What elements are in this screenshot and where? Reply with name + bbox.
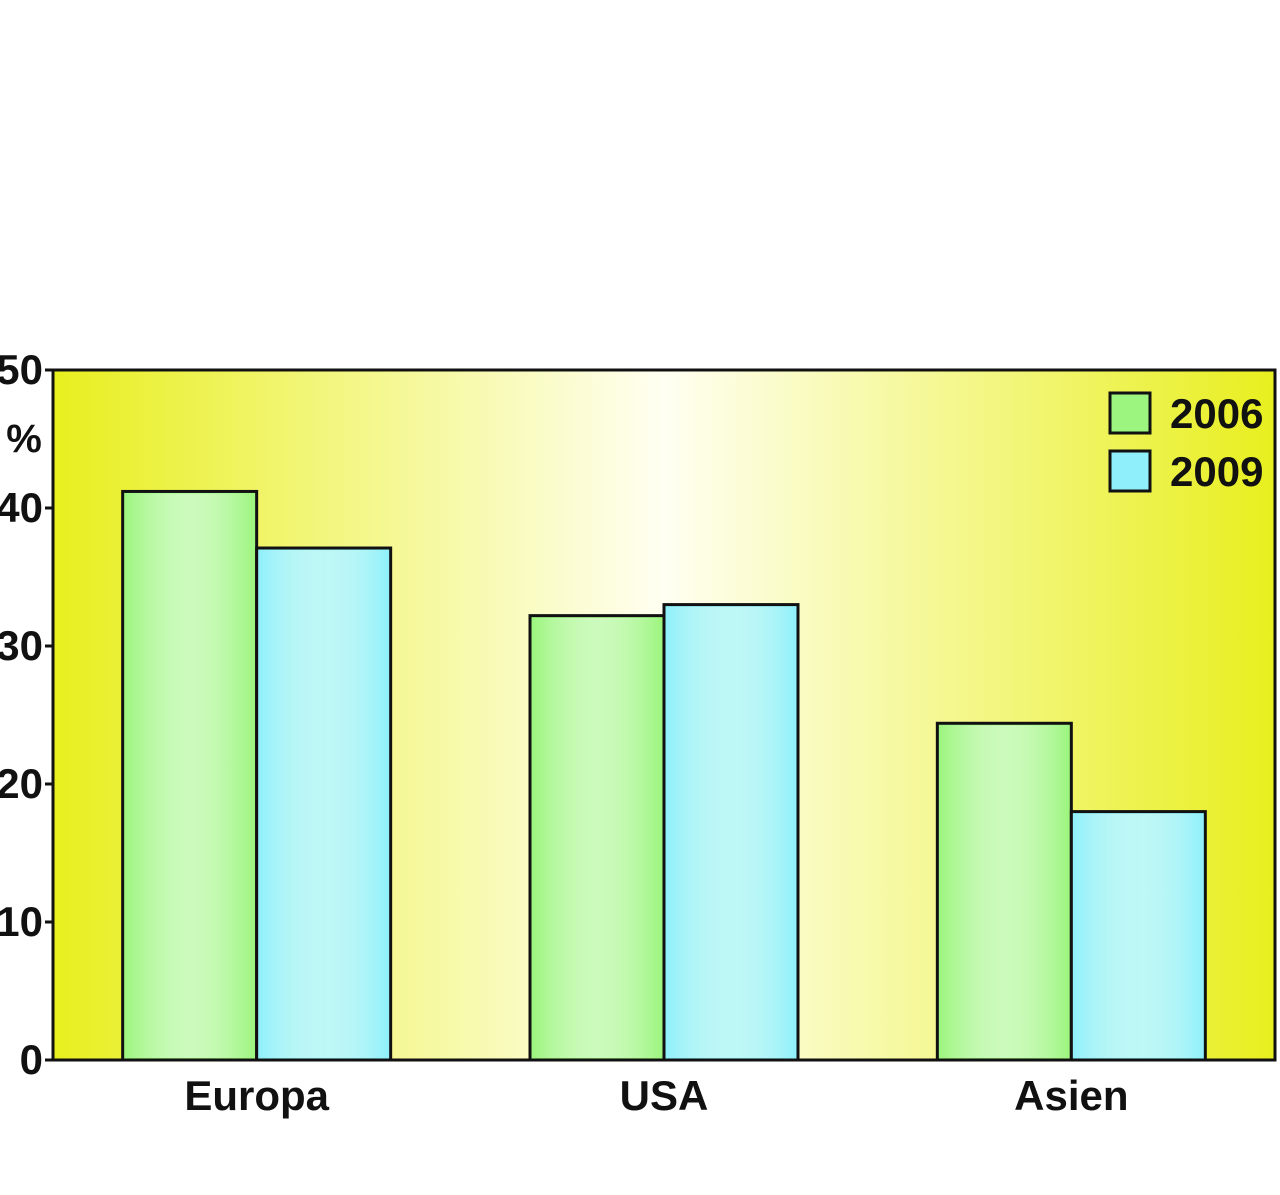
- x-axis: Europa USA Asien: [184, 1072, 1128, 1119]
- legend-label-2006: 2006: [1170, 390, 1263, 437]
- y-axis: 0 10 20 30 40 50: [0, 346, 53, 1083]
- x-tick-label-asien: Asien: [1014, 1072, 1128, 1119]
- bar-highlight-asien-2006: [939, 725, 1070, 1058]
- bar-highlight-usa-2006: [532, 617, 662, 1058]
- legend-label-2009: 2009: [1170, 448, 1263, 495]
- y-tick-label: 20: [0, 760, 43, 807]
- y-tick-label: 10: [0, 898, 43, 945]
- bars-group: [121, 489, 1207, 1062]
- y-axis-label: %: [6, 417, 42, 461]
- plot-frame: [51, 368, 1277, 1062]
- legend: 2006 2009: [1108, 390, 1263, 495]
- legend-swatch-2009: [1108, 449, 1152, 493]
- x-tick-label-usa: USA: [620, 1072, 709, 1119]
- legend-swatch-2006: [1108, 391, 1152, 435]
- y-tick-label: 30: [0, 622, 43, 669]
- y-tick-label: 50: [0, 346, 43, 393]
- bar-highlight-europa-2009: [258, 550, 389, 1058]
- bar-highlight-asien-2009: [1073, 813, 1204, 1058]
- x-tick-label-europa: Europa: [184, 1072, 329, 1119]
- y-tick-label: 40: [0, 484, 43, 531]
- bar-highlight-usa-2009: [666, 606, 796, 1058]
- bar-highlight-europa-2006: [124, 493, 255, 1058]
- y-tick-label: 0: [20, 1036, 43, 1083]
